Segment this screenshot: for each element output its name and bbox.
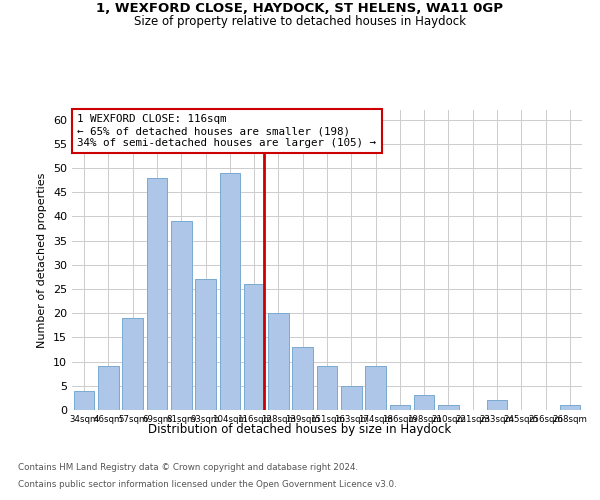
Text: 1 WEXFORD CLOSE: 116sqm
← 65% of detached houses are smaller (198)
34% of semi-d: 1 WEXFORD CLOSE: 116sqm ← 65% of detache…	[77, 114, 376, 148]
Bar	[560, 405, 580, 410]
Bar	[317, 366, 337, 410]
Text: Size of property relative to detached houses in Haydock: Size of property relative to detached ho…	[134, 15, 466, 28]
Text: Distribution of detached houses by size in Haydock: Distribution of detached houses by size …	[148, 422, 452, 436]
Bar	[146, 178, 167, 410]
Text: 1, WEXFORD CLOSE, HAYDOCK, ST HELENS, WA11 0GP: 1, WEXFORD CLOSE, HAYDOCK, ST HELENS, WA…	[97, 2, 503, 16]
Bar	[341, 386, 362, 410]
Bar	[414, 396, 434, 410]
Bar	[487, 400, 508, 410]
Text: Contains HM Land Registry data © Crown copyright and database right 2024.: Contains HM Land Registry data © Crown c…	[18, 462, 358, 471]
Bar	[365, 366, 386, 410]
Bar	[389, 405, 410, 410]
Bar	[74, 390, 94, 410]
Bar	[195, 280, 216, 410]
Text: Contains public sector information licensed under the Open Government Licence v3: Contains public sector information licen…	[18, 480, 397, 489]
Bar	[438, 405, 459, 410]
Bar	[244, 284, 265, 410]
Bar	[171, 222, 191, 410]
Bar	[122, 318, 143, 410]
Bar	[268, 313, 289, 410]
Bar	[98, 366, 119, 410]
Bar	[220, 173, 240, 410]
Y-axis label: Number of detached properties: Number of detached properties	[37, 172, 47, 348]
Bar	[292, 347, 313, 410]
